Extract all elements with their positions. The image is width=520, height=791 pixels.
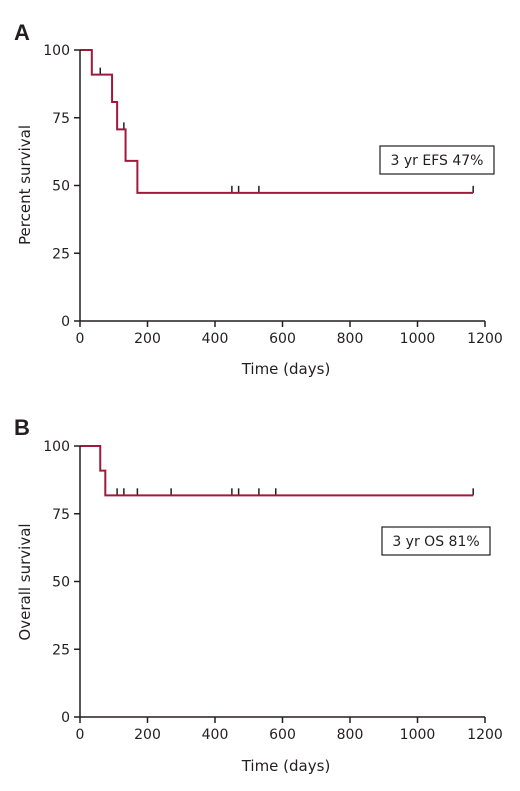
panel-b-annotation-box	[381, 526, 491, 556]
x-tick-label: 200	[134, 727, 161, 743]
x-tick-label: 400	[202, 331, 229, 347]
panel-a-label: A	[14, 20, 30, 45]
panel-b-annotation-text: 3 yr OS 81%	[392, 534, 479, 550]
x-tick-label: 0	[76, 331, 85, 347]
y-tick-label: 0	[61, 314, 70, 330]
y-tick-label: 75	[52, 111, 70, 127]
panel-b-x-axis-title: Time (days)	[241, 757, 331, 775]
panel-a-censor-marks	[99, 67, 474, 193]
panel-a-annotation: 3 yr EFS 47%	[379, 145, 495, 175]
panel-b-annotation: 3 yr OS 81%	[381, 526, 491, 556]
y-tick-label: 100	[43, 43, 70, 59]
panel-a-annotation-box	[379, 145, 495, 175]
x-tick-label: 1000	[400, 727, 436, 743]
x-tick-label: 600	[269, 727, 296, 743]
panel-b-censor-marks	[116, 488, 474, 496]
x-tick-label: 1200	[467, 331, 503, 347]
x-tick-label: 1200	[467, 727, 503, 743]
y-tick-label: 25	[52, 642, 70, 658]
y-tick-label: 75	[52, 507, 70, 523]
y-tick-label: 50	[52, 575, 70, 591]
panel-b-os-curve	[80, 445, 474, 497]
x-tick-label: 1000	[400, 331, 436, 347]
y-tick-label: 0	[61, 710, 70, 726]
x-tick-label: 600	[269, 331, 296, 347]
panel-a-annotation-text: 3 yr EFS 47%	[391, 153, 484, 169]
y-tick-label: 50	[52, 179, 70, 195]
panel-a-y-axis-title: Percent survival	[16, 125, 34, 245]
y-tick-label: 25	[52, 246, 70, 262]
x-tick-label: 800	[337, 331, 364, 347]
y-tick-label: 100	[43, 439, 70, 455]
panel-b-label: B	[14, 415, 30, 440]
panel-a-efs-curve	[80, 49, 474, 194]
x-tick-label: 0	[76, 727, 85, 743]
x-tick-label: 200	[134, 331, 161, 347]
panel-b-y-axis-title: Overall survival	[16, 523, 34, 640]
x-tick-label: 800	[337, 727, 364, 743]
x-tick-label: 400	[202, 727, 229, 743]
panel-a-x-axis-title: Time (days)	[241, 360, 331, 378]
